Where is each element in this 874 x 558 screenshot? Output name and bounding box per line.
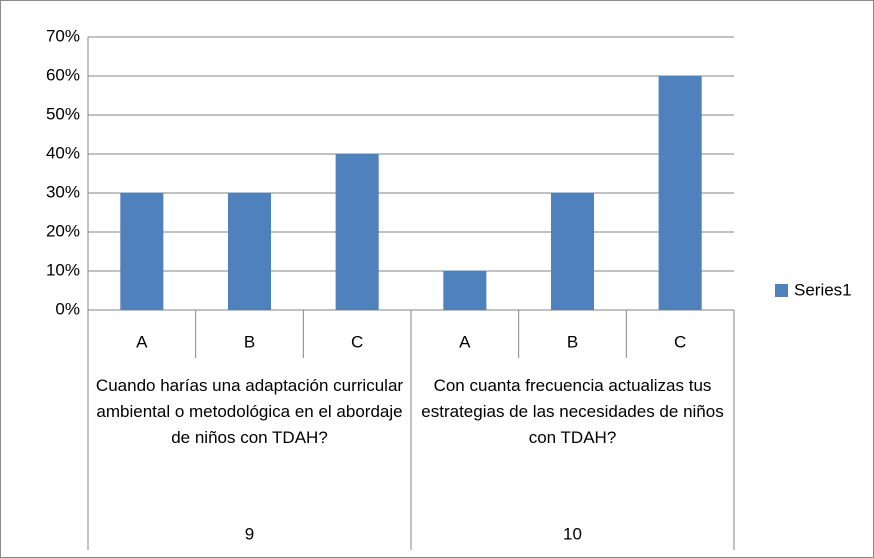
group-number: 10 xyxy=(563,524,582,543)
y-tick-label: 60% xyxy=(46,65,80,84)
y-tick-label: 70% xyxy=(46,26,80,45)
bar xyxy=(658,76,702,310)
bar xyxy=(550,193,595,310)
bar xyxy=(227,193,272,310)
y-tick-label: 40% xyxy=(46,143,80,162)
x-tick-label: A xyxy=(136,332,148,351)
bar xyxy=(335,154,379,310)
group-label: Con cuanta frecuencia actualizas tus est… xyxy=(421,376,724,447)
x-tick-label: A xyxy=(459,332,471,351)
x-tick-label: C xyxy=(351,332,363,351)
y-tick-label: 0% xyxy=(55,299,80,318)
y-tick-label: 10% xyxy=(46,260,80,279)
x-tick-label: B xyxy=(567,332,578,351)
legend-label: Series1 xyxy=(794,280,852,299)
bar xyxy=(443,271,487,310)
y-tick-label: 30% xyxy=(46,182,80,201)
y-tick-label: 50% xyxy=(46,104,80,123)
legend-swatch xyxy=(775,284,788,297)
group-number: 9 xyxy=(245,524,254,543)
group-label: Cuando harías una adaptación curricular … xyxy=(95,376,404,447)
x-tick-label: B xyxy=(244,332,255,351)
bar xyxy=(120,193,164,310)
x-tick-label: C xyxy=(674,332,686,351)
y-tick-label: 20% xyxy=(46,221,80,240)
